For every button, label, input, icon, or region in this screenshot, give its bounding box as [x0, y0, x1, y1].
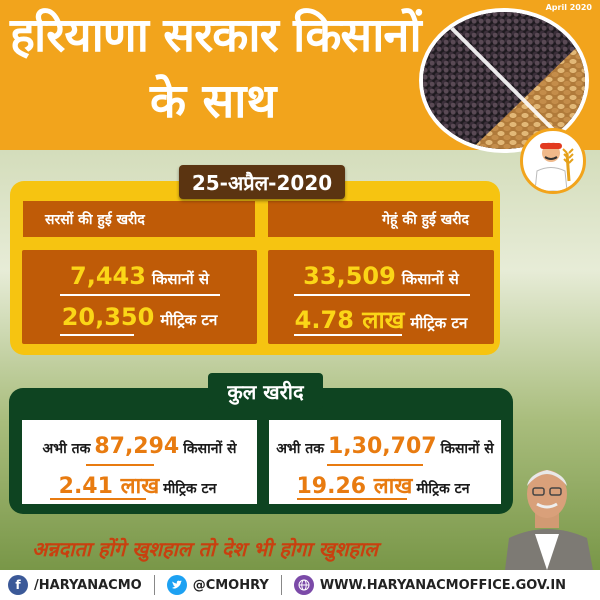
total-wheat-farmers-text: किसानों से — [440, 441, 494, 457]
chief-minister-photo — [495, 452, 600, 570]
wheat-farmers-value: 33,509 — [303, 262, 396, 290]
total-tag: कुल खरीद — [208, 373, 323, 409]
date-tag: 25-अप्रैल-2020 — [179, 165, 345, 199]
total-wheat-quantity-value: 19.26 लाख — [296, 474, 413, 499]
total-wheat-farmers-value: 1,30,707 — [328, 434, 437, 459]
total-mustard-underline-2 — [50, 498, 146, 500]
mustard-label: सरसों की हुई खरीद — [23, 201, 255, 237]
seeds-divider — [423, 12, 585, 149]
mustard-divider — [60, 294, 220, 296]
total-mustard-quantity-text: मीट्रिक टन — [163, 481, 217, 497]
footer-bar: f /HARYANACMO @CMOHRY WWW.HARYANACMOFFIC… — [0, 570, 600, 600]
mustard-stats-box: 7,443 किसानों से 20,350 मीट्रिक टन — [22, 250, 257, 344]
wheat-quantity-row: 4.78 लाख मीट्रिक टन — [268, 303, 494, 336]
mustard-quantity-row: 20,350 मीट्रिक टन — [22, 303, 257, 331]
globe-icon — [293, 575, 314, 595]
total-wheat-underline-1 — [327, 464, 423, 466]
farmer-icon — [520, 128, 586, 194]
tagline: अन्नदाता होंगे खुशहाल तो देश भी होगा खुश… — [32, 537, 378, 561]
facebook-handle: /HARYANACMO — [34, 577, 142, 593]
wheat-farmers-text: किसानों से — [401, 270, 459, 288]
twitter-icon — [166, 575, 187, 595]
mustard-farmers-row: 7,443 किसानों से — [22, 262, 257, 290]
mustard-underline — [60, 334, 134, 336]
wheat-label: गेहूं की हुई खरीद — [268, 201, 493, 237]
total-mustard-underline-1 — [86, 464, 154, 466]
total-mustard-box: अभी तक 87,294 किसानों से 2.41 लाख मीट्रि… — [22, 420, 257, 504]
total-wheat-box: अभी तक 1,30,707 किसानों से 19.26 लाख मीट… — [269, 420, 501, 504]
wheat-quantity-value: 4.78 लाख — [294, 306, 405, 334]
wheat-farmers-row: 33,509 किसानों से — [268, 262, 494, 290]
total-mustard-farmers-row: अभी तक 87,294 किसानों से — [22, 434, 257, 459]
total-wheat-quantity-text: मीट्रिक टन — [416, 481, 470, 497]
wheat-stats-box: 33,509 किसानों से 4.78 लाख मीट्रिक टन — [268, 250, 494, 344]
footer-separator — [153, 575, 155, 595]
total-mustard-prefix: अभी तक — [42, 441, 91, 457]
total-mustard-quantity-row: 2.41 लाख मीट्रिक टन — [22, 470, 257, 500]
total-wheat-quantity-row: 19.26 लाख मीट्रिक टन — [269, 470, 501, 500]
mustard-farmers-text: किसानों से — [151, 270, 209, 288]
total-mustard-quantity-value: 2.41 लाख — [58, 474, 160, 499]
twitter-handle: @CMOHRY — [192, 577, 269, 593]
footer-separator — [280, 575, 282, 595]
footer-facebook[interactable]: f /HARYANACMO — [8, 575, 142, 595]
date-small: April 2020 — [545, 3, 592, 12]
footer-twitter[interactable]: @CMOHRY — [166, 575, 269, 595]
wheat-quantity-text: मीट्रिक टन — [410, 314, 468, 332]
facebook-icon: f — [8, 575, 28, 595]
mustard-quantity-text: मीट्रिक टन — [160, 311, 218, 329]
total-mustard-farmers-value: 87,294 — [94, 434, 180, 459]
total-mustard-farmers-text: किसानों से — [183, 441, 237, 457]
total-wheat-farmers-row: अभी तक 1,30,707 किसानों से — [269, 434, 501, 459]
mustard-quantity-value: 20,350 — [61, 303, 155, 331]
title-line-2: के साथ — [150, 74, 277, 129]
total-wheat-underline-2 — [297, 498, 407, 500]
wheat-divider — [294, 294, 470, 296]
website-url: WWW.HARYANACMOFFICE.GOV.IN — [319, 577, 567, 593]
footer-website[interactable]: WWW.HARYANACMOFFICE.GOV.IN — [293, 575, 567, 595]
title-line-1: हरियाणा सरकार किसानों — [10, 8, 422, 63]
wheat-underline — [294, 334, 402, 336]
mustard-farmers-value: 7,443 — [70, 262, 146, 290]
total-wheat-prefix: अभी तक — [276, 441, 324, 457]
seeds-image — [419, 8, 589, 153]
